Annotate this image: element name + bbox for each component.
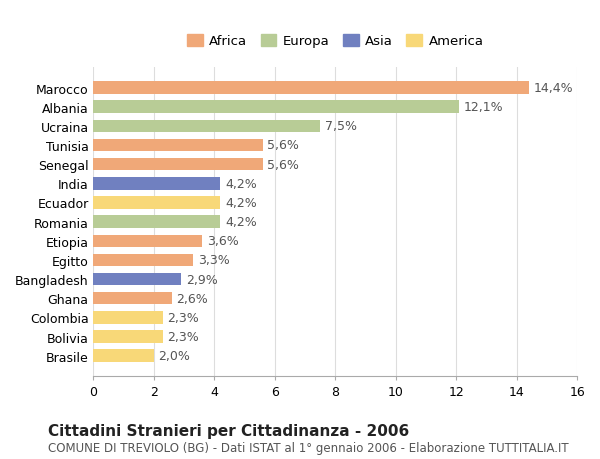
Bar xyxy=(94,254,193,267)
Text: 5,6%: 5,6% xyxy=(267,158,299,171)
Bar xyxy=(94,312,163,324)
Bar xyxy=(94,178,220,190)
Text: 2,0%: 2,0% xyxy=(158,349,190,363)
Bar xyxy=(94,101,459,114)
Bar xyxy=(94,273,181,285)
Text: 3,6%: 3,6% xyxy=(207,235,239,248)
Text: Cittadini Stranieri per Cittadinanza - 2006: Cittadini Stranieri per Cittadinanza - 2… xyxy=(48,423,409,438)
Text: 4,2%: 4,2% xyxy=(225,178,257,190)
Bar xyxy=(94,197,220,209)
Bar xyxy=(94,120,320,133)
Bar xyxy=(94,140,263,152)
Text: 14,4%: 14,4% xyxy=(533,82,573,95)
Legend: Africa, Europa, Asia, America: Africa, Europa, Asia, America xyxy=(187,34,484,48)
Bar xyxy=(94,235,202,247)
Bar xyxy=(94,82,529,95)
Text: 2,9%: 2,9% xyxy=(185,273,217,286)
Text: 12,1%: 12,1% xyxy=(464,101,503,114)
Text: 3,3%: 3,3% xyxy=(198,254,230,267)
Bar xyxy=(94,158,263,171)
Bar xyxy=(94,350,154,362)
Text: 4,2%: 4,2% xyxy=(225,196,257,209)
Text: 7,5%: 7,5% xyxy=(325,120,357,133)
Bar xyxy=(94,216,220,228)
Text: COMUNE DI TREVIOLO (BG) - Dati ISTAT al 1° gennaio 2006 - Elaborazione TUTTITALI: COMUNE DI TREVIOLO (BG) - Dati ISTAT al … xyxy=(48,442,569,454)
Text: 2,3%: 2,3% xyxy=(167,311,199,324)
Text: 5,6%: 5,6% xyxy=(267,139,299,152)
Text: 2,3%: 2,3% xyxy=(167,330,199,343)
Text: 2,6%: 2,6% xyxy=(176,292,208,305)
Bar xyxy=(94,292,172,305)
Text: 4,2%: 4,2% xyxy=(225,216,257,229)
Bar xyxy=(94,330,163,343)
